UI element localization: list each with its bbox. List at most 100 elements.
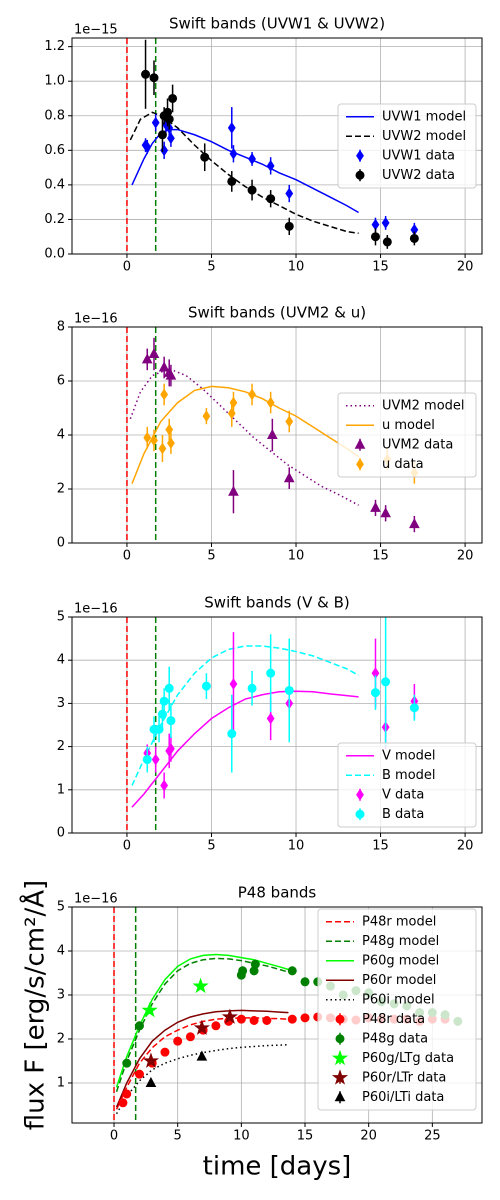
y-tick-label: 1.0	[44, 74, 65, 89]
marker	[229, 396, 238, 409]
legend-label: UVW2 model	[382, 129, 466, 144]
x-tick-label: 0	[123, 260, 131, 275]
legend-label: P48r data	[362, 1012, 425, 1027]
marker	[262, 1015, 272, 1025]
marker	[266, 712, 275, 725]
marker	[185, 1032, 195, 1042]
legend-label: u data	[382, 457, 424, 472]
y-tick-label: 0	[57, 536, 65, 551]
marker	[227, 176, 237, 186]
model-line	[115, 1009, 289, 1108]
marker	[356, 149, 364, 162]
marker	[160, 1047, 170, 1057]
model-line	[115, 957, 289, 1093]
marker	[122, 1089, 132, 1099]
x-tick-label: 0	[123, 839, 131, 854]
legend-label: P60r/LTr data	[362, 1070, 446, 1085]
offset-label: 1e−16	[74, 602, 118, 617]
marker	[248, 153, 256, 165]
marker	[141, 69, 151, 79]
marker	[248, 388, 256, 401]
y-tick-label: 0.2	[44, 212, 65, 227]
x-tick-label: 0	[123, 549, 131, 564]
y-tick-label: 2	[57, 482, 65, 497]
x-tick-label: 20	[360, 1129, 377, 1144]
marker	[409, 703, 419, 713]
marker	[141, 353, 153, 364]
x-tick-label: 5	[207, 549, 215, 564]
marker	[227, 729, 237, 739]
x-tick-label: 25	[424, 1129, 441, 1144]
marker	[151, 116, 160, 129]
y-tick-label: 8	[57, 320, 65, 335]
marker	[335, 1014, 345, 1024]
marker	[148, 347, 160, 358]
y-tick-label: 0.8	[44, 108, 65, 123]
marker	[250, 959, 260, 969]
plot-frame	[71, 906, 483, 1124]
panel: 0 5 10 15 20 0 2 4 6 8 Swift bands (UVM2 & u) 1e−16…	[57, 304, 483, 564]
marker	[355, 170, 365, 180]
marker	[167, 742, 175, 755]
marker	[192, 977, 209, 994]
marker	[158, 442, 167, 455]
plot-area	[126, 327, 420, 543]
marker	[266, 668, 276, 678]
marker	[287, 1014, 297, 1024]
y-tick-label: 2	[57, 739, 65, 754]
model-line	[129, 111, 359, 235]
y-tick-label: 4	[57, 653, 65, 668]
y-tick-label: 2	[57, 1031, 65, 1046]
marker	[221, 1008, 238, 1024]
marker	[160, 779, 169, 792]
marker	[158, 361, 170, 372]
marker	[409, 233, 419, 243]
legend-label: B data	[382, 807, 424, 822]
marker	[229, 678, 238, 690]
marker	[141, 1001, 158, 1018]
plot-frame	[71, 326, 483, 544]
x-tick-label: 10	[233, 1129, 250, 1144]
marker	[157, 130, 167, 140]
y-tick-label: 3	[57, 696, 65, 711]
legend: V model B model V data B data	[337, 742, 477, 828]
legend-label: UVW1 model	[382, 109, 466, 124]
x-tick-label: 15	[372, 839, 389, 854]
y-tick-label: 4	[57, 428, 65, 443]
legend-box	[337, 392, 477, 478]
legend-label: V data	[382, 787, 424, 802]
marker	[167, 437, 175, 450]
marker	[229, 147, 238, 160]
marker	[134, 1069, 144, 1079]
marker	[283, 472, 295, 483]
legend-label: UVW1 data	[382, 148, 455, 163]
marker	[266, 396, 275, 409]
x-tick-label: 5	[174, 1129, 182, 1144]
marker	[167, 132, 175, 145]
marker	[228, 485, 239, 496]
marker	[287, 966, 297, 976]
legend-label: P60r model	[362, 973, 436, 988]
y-tick-label: 0	[57, 826, 65, 841]
panel: 0 5 10 15 20 0 1 2 3 4 5 Swift bands (V & B) 1e−16 V …	[57, 594, 483, 854]
model-line	[131, 128, 359, 214]
x-tick-label: 20	[457, 549, 474, 564]
plot-frame	[71, 616, 483, 834]
offset-label: 1e−15	[74, 23, 118, 38]
y-tick-label: 0.4	[44, 177, 65, 192]
marker	[331, 1049, 349, 1066]
marker	[150, 434, 158, 447]
x-tick-label: 0	[110, 1129, 118, 1144]
marker	[142, 1052, 160, 1068]
marker	[227, 121, 236, 134]
legend-label: UVM2 model	[382, 398, 465, 413]
model-line	[115, 953, 289, 1088]
x-tick-label: 15	[372, 260, 389, 275]
marker	[370, 688, 380, 698]
legend-label: UVM2 data	[382, 437, 453, 452]
marker	[247, 683, 257, 693]
legend-label: P60i/LTi data	[362, 1090, 444, 1105]
x-tick-label: 5	[207, 839, 215, 854]
marker	[151, 753, 160, 766]
